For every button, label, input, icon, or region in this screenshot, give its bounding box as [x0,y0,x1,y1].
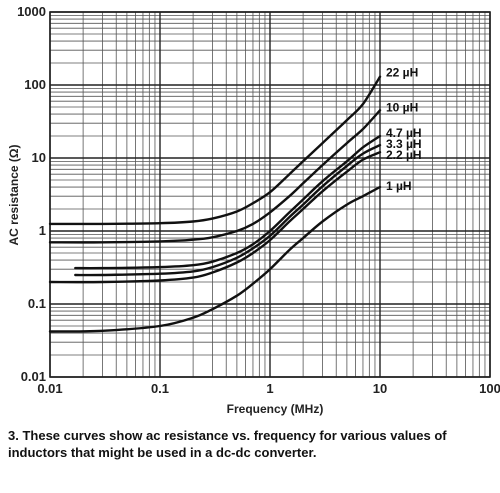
series-line [48,109,382,244]
series-label: 10 µH [386,100,418,114]
series-line [74,143,382,277]
series-labels: 22 µH 10 µH 4.7 µH3.3 µH2.2 µH 1 µH [386,66,422,193]
series-label: 22 µH [386,66,418,80]
y-axis-title: AC resistance (Ω) [7,145,21,246]
y-tick-label: 100 [24,77,46,92]
series-label: 2.2 µH [386,148,422,162]
y-tick-label: 1 [39,223,46,238]
series-lines [48,75,382,333]
series-label: 4.7 µH [386,126,422,140]
series-line [48,151,382,284]
series-label: 3.3 µH [386,137,422,151]
series-line [48,75,382,226]
minor-gridlines [50,12,490,377]
plot-frame [49,11,491,378]
x-axis-title: Frequency (MHz) [227,402,324,416]
figure-caption: 3. These curves show ac resistance vs. f… [8,428,447,460]
y-tick-label: 0.01 [21,369,46,384]
x-tick-labels: 0.01 0.1 1 10 100 [37,381,500,396]
x-tick-label: 100 [479,381,500,396]
series-line [48,185,382,333]
series-line [74,134,382,270]
x-tick-label: 1 [266,381,273,396]
y-tick-labels: 0.01 0.1 1 10 100 1000 [17,4,46,384]
y-tick-label: 1000 [17,4,46,19]
y-tick-label: 0.1 [28,296,46,311]
x-tick-label: 0.01 [37,381,62,396]
y-tick-label: 10 [32,150,46,165]
series-label: 1 µH [386,179,412,193]
x-tick-label: 10 [373,381,387,396]
x-tick-label: 0.1 [151,381,169,396]
